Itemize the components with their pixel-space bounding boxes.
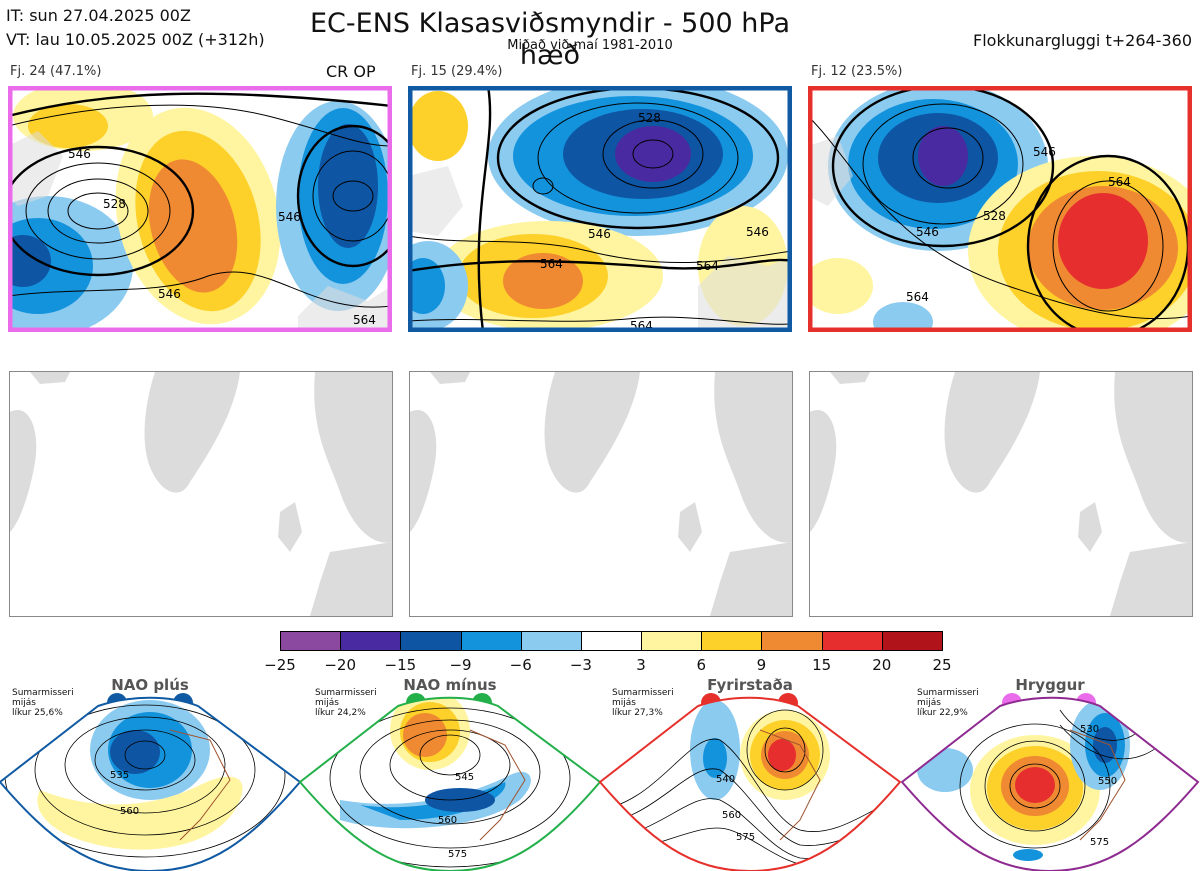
cluster-3-map: 528 546 564 564 546	[808, 86, 1192, 332]
cluster-2-contour-label: 528	[638, 111, 661, 125]
cluster-1-contour-label: 546	[68, 147, 91, 161]
regime-4-contour-label: 550	[1098, 776, 1117, 787]
cluster-3-contour-label: 564	[906, 290, 929, 304]
regime-2-note: Sumarmisseri mijás líkur 24,2%	[315, 688, 377, 718]
regime-1-title: NAO plús	[111, 676, 189, 694]
colorbar-tick-label: −20	[324, 656, 356, 674]
cluster-2-contour-label: 546	[588, 227, 611, 241]
colorbar-segment	[701, 631, 762, 651]
colorbar-segment	[821, 631, 882, 651]
cluster-3-contour-label: 564	[1108, 175, 1131, 189]
cluster-3-contour-label: 546	[1033, 145, 1056, 159]
colorbar-tick-label: 15	[812, 656, 832, 674]
classification-window: Flokkunargluggi t+264-360	[973, 31, 1192, 50]
colorbar-segment	[520, 631, 581, 651]
regime-2-title: NAO mínus	[403, 676, 497, 694]
colorbar-segment	[580, 631, 642, 651]
cluster-2-frame	[408, 86, 792, 332]
regime-2-contour-label: 575	[448, 849, 467, 860]
colorbar-segment	[400, 631, 461, 651]
cluster-2-label: Fj. 15 (29.4%)	[411, 64, 503, 79]
blank-map-1	[9, 371, 393, 617]
initial-time: IT: sun 27.04.2025 00Z	[6, 6, 191, 25]
colorbar-tick-label: 3	[636, 656, 646, 674]
regime-1-contour-label: 535	[110, 770, 129, 781]
regime-1-frame	[0, 696, 302, 871]
regime-3-contour-label: 540	[716, 774, 735, 785]
regime-maps: 535 560 545 560 575	[0, 696, 1200, 871]
colorbar-tick-label: −15	[384, 656, 417, 674]
colorbar-segment	[881, 631, 943, 651]
colorbar-segment	[761, 631, 822, 651]
regime-2-contour-label: 545	[455, 772, 474, 783]
colorbar-tick-label: −25	[264, 656, 296, 674]
colorbar-segment	[280, 631, 341, 651]
regime-3-frame	[598, 696, 902, 871]
cluster-1-frame	[8, 86, 392, 332]
regime-1-note: Sumarmisseri mijás líkur 25,6%	[12, 688, 74, 718]
cluster-3-frame	[808, 86, 1192, 332]
regime-4-frame	[900, 696, 1200, 871]
colorbar-tick-label: −3	[569, 656, 592, 674]
colorbar-segment	[340, 631, 401, 651]
cluster-3-contour-label: 546	[916, 225, 939, 239]
colorbar-tick-label: −9	[449, 656, 472, 674]
cluster-2-contour-label: 564	[696, 259, 719, 273]
cluster-2-contour-label: 546	[746, 225, 769, 239]
regime-3-contour-label: 560	[722, 810, 741, 821]
colorbar-tick-label: 9	[756, 656, 767, 674]
page-title: EC-ENS Klasasviðsmyndir - 500 hPa hæð	[309, 8, 790, 71]
colorbar-segment	[460, 631, 521, 651]
anomaly-colorbar	[280, 631, 943, 651]
page-subtitle: Miðað við maí 1981-2010	[507, 38, 673, 53]
cluster-2-map: 528 546 564 564 564 546	[408, 86, 792, 332]
cluster-1-contour-label: 528	[103, 197, 126, 211]
cluster-3-contour-label: 528	[983, 209, 1006, 223]
regime-2-contour-label: 560	[438, 815, 457, 826]
cluster-1-contour-label: 546	[158, 287, 181, 301]
regime-1-contour-label: 560	[120, 806, 139, 817]
regime-3-contour-label: 575	[736, 832, 755, 843]
colorbar-tick-label: 6	[696, 656, 707, 674]
blank-map-3	[809, 371, 1193, 617]
cluster-1-contour-label: 564	[353, 313, 376, 327]
regime-4-contour-label: 530	[1080, 724, 1099, 735]
colorbar-segment	[641, 631, 702, 651]
regime-3-note: Sumarmisseri mijás líkur 27,3%	[612, 688, 674, 718]
regime-4-note: Sumarmisseri mijás líkur 22,9%	[917, 688, 979, 718]
colorbar-tick-label: 20	[872, 656, 892, 674]
valid-time: VT: lau 10.05.2025 00Z (+312h)	[6, 30, 265, 49]
colorbar-tick-label: 25	[932, 656, 952, 674]
cluster-1-contour-label: 546	[278, 210, 301, 224]
colorbar-tick-label: −6	[509, 656, 532, 674]
cluster-1-label: Fj. 24 (47.1%)	[10, 64, 102, 79]
regime-4-title: Hryggur	[1015, 676, 1085, 694]
cluster-1-map: 546 528 546 546 564	[8, 86, 392, 332]
regime-3-title: Fyrirstaða	[707, 676, 793, 694]
blank-map-2	[409, 371, 793, 617]
regime-2-frame	[298, 696, 602, 871]
cluster-3-label: Fj. 12 (23.5%)	[811, 64, 903, 79]
regime-4-contour-label: 575	[1090, 837, 1109, 848]
cluster-1-op-label: CR OP	[326, 62, 376, 81]
cluster-2-contour-label: 564	[540, 257, 563, 271]
